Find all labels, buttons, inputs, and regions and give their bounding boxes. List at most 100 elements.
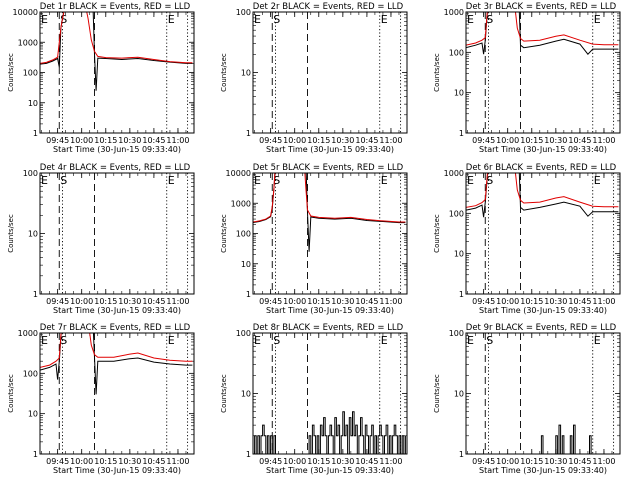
x-tick-label: 10:30 [331,297,354,306]
x-tick-label: 11:00 [166,136,189,145]
event-marker-label: E [41,13,48,26]
y-tick-label: 1000 [18,329,38,338]
x-tick-label: 09:45 [472,297,495,306]
chart-panel-5: Det 5r BLACK = Events, RED = LLD 1 10 100 10… [220,163,408,315]
y-tick-label: 100 [449,209,464,218]
y-tick-label: 100 [236,230,251,239]
x-tick-label: 10:30 [331,136,354,145]
chart-title: Det 9r BLACK = Events, RED = LLD [466,323,617,333]
event-marker-label: E [467,13,474,26]
x-tick-label: 10:45 [355,136,378,145]
event-marker-label: S [273,13,280,26]
chart-panel-9: Det 9r BLACK = Events, RED = LLD 1 10 100 09… [433,323,621,475]
chart-panel-1: Det 1r BLACK = Events, RED = LLD 1 10 100 10… [7,2,195,154]
event-marker-label: E [381,13,388,26]
chart-panel-6: Det 6r BLACK = Events, RED = LLD 1 10 100 10… [433,163,621,315]
chart-title: Det 4r BLACK = Events, RED = LLD [40,163,191,173]
y-tick-label: 10 [454,89,464,98]
x-tick-label: 10:15 [307,297,330,306]
y-axis-label: Counts/sec [220,53,228,92]
x-tick-label: 09:45 [472,457,495,466]
plot-frame [252,332,408,455]
y-tick-label: 1 [459,129,464,138]
y-tick-label: 1 [459,450,464,459]
y-tick-label: 10 [28,99,38,108]
chart-panel-7: Det 7r BLACK = Events, RED = LLD 1 10 100 10… [7,323,195,475]
y-tick-label: 1 [33,129,38,138]
series-line-lld [40,12,193,64]
series-line-events [253,411,406,454]
x-tick-label: 10:30 [544,136,567,145]
event-marker-label: E [254,13,261,26]
event-marker-label: S [486,174,493,187]
plot-frame [465,11,621,134]
x-axis-label: Start Time (30-Jun-15 09:33:40) [53,466,181,475]
y-axis-label: Counts/sec [220,214,228,253]
x-axis-label: Start Time (30-Jun-15 09:33:40) [479,466,607,475]
y-tick-label: 1 [246,450,251,459]
event-marker-label: E [41,174,48,187]
x-tick-label: 10:00 [70,457,93,466]
x-axis-label: Start Time (30-Jun-15 09:33:40) [53,145,181,154]
series-line-lld [466,12,619,46]
event-marker-label: E [41,334,48,347]
y-tick-label: 10 [241,69,251,78]
x-tick-label: 10:00 [283,297,306,306]
event-marker-label: E [254,174,261,187]
x-tick-label: 10:30 [118,297,141,306]
y-tick-label: 10 [241,260,251,269]
x-axis-label: Start Time (30-Jun-15 09:33:40) [266,466,394,475]
series-line-events [40,12,193,91]
event-marker-label: E [381,174,388,187]
y-tick-label: 10 [28,230,38,239]
x-axis-label: Start Time (30-Jun-15 09:33:40) [53,306,181,315]
x-tick-label: 10:15 [94,136,117,145]
plot-frame [252,172,408,295]
event-marker-label: S [486,334,493,347]
event-marker-label: E [594,334,601,347]
x-tick-label: 10:15 [307,457,330,466]
event-marker-label: S [60,334,67,347]
plot-frame [39,172,195,295]
x-axis-label: Start Time (30-Jun-15 09:33:40) [479,145,607,154]
y-tick-label: 1 [246,129,251,138]
x-tick-label: 10:30 [118,457,141,466]
y-tick-label: 1 [246,290,251,299]
y-axis-label: Counts/sec [433,53,441,92]
chart-title: Det 2r BLACK = Events, RED = LLD [253,2,404,12]
x-tick-label: 10:45 [568,136,591,145]
y-tick-label: 1 [459,290,464,299]
plot-frame [252,11,408,134]
series-line-lld [40,333,193,368]
x-tick-label: 10:45 [355,297,378,306]
x-tick-label: 11:00 [166,457,189,466]
x-tick-label: 10:45 [355,457,378,466]
x-tick-label: 11:00 [592,136,615,145]
plot-frame [39,332,195,455]
y-tick-label: 10 [454,390,464,399]
series-line-lld [253,173,406,223]
event-marker-label: E [168,174,175,187]
y-axis-label: Counts/sec [7,53,15,92]
x-tick-label: 10:00 [283,457,306,466]
x-tick-label: 10:00 [496,136,519,145]
x-tick-label: 10:30 [331,457,354,466]
x-tick-label: 10:15 [94,457,117,466]
x-tick-label: 09:45 [472,136,495,145]
x-axis-label: Start Time (30-Jun-15 09:33:40) [266,306,394,315]
chart-title: Det 5r BLACK = Events, RED = LLD [253,163,404,173]
y-tick-label: 1000 [444,169,464,178]
x-tick-label: 10:15 [520,297,543,306]
y-tick-label: 10 [28,410,38,419]
x-tick-label: 09:45 [259,457,282,466]
event-marker-label: E [594,174,601,187]
x-tick-label: 10:00 [283,136,306,145]
event-marker-label: E [168,13,175,26]
series-line-events [466,173,619,218]
chart-title: Det 3r BLACK = Events, RED = LLD [466,2,617,12]
event-marker-label: E [381,334,388,347]
x-tick-label: 10:00 [70,136,93,145]
chart-panel-8: Det 8r BLACK = Events, RED = LLD 1 10 100 09… [220,323,408,475]
x-tick-label: 10:45 [568,297,591,306]
x-tick-label: 11:00 [592,297,615,306]
